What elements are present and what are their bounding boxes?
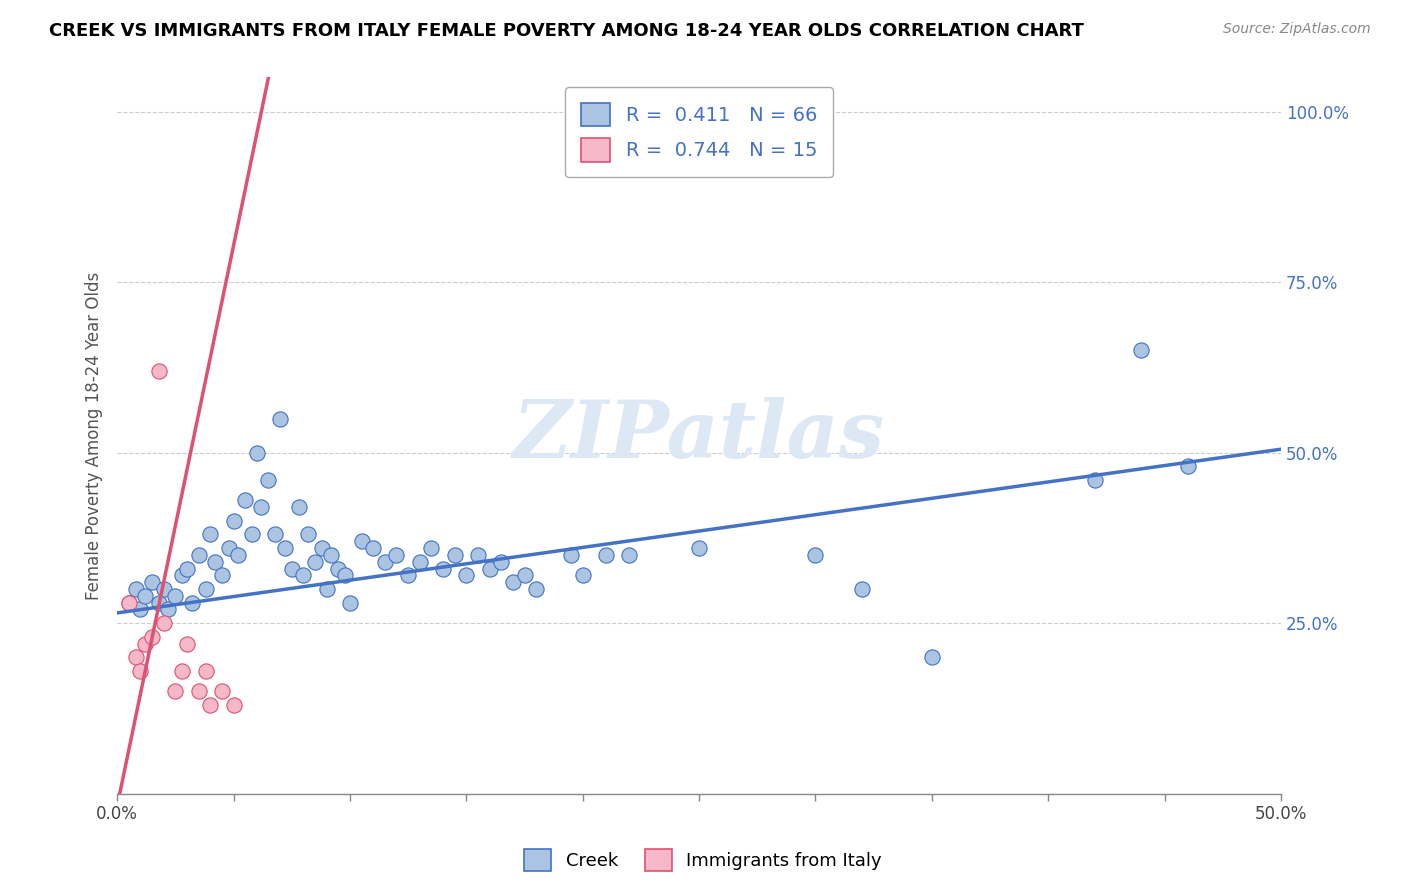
Point xyxy=(456,568,478,582)
Point xyxy=(269,411,291,425)
Point xyxy=(250,500,273,515)
Point xyxy=(350,534,373,549)
Point xyxy=(432,561,454,575)
Point xyxy=(311,541,333,555)
Point xyxy=(211,568,233,582)
Point xyxy=(172,664,194,678)
Point xyxy=(396,568,419,582)
Point xyxy=(502,575,524,590)
Point xyxy=(226,548,249,562)
Point xyxy=(281,561,304,575)
Point xyxy=(157,602,180,616)
Point xyxy=(287,500,309,515)
Text: ZIPatlas: ZIPatlas xyxy=(513,397,886,475)
Point xyxy=(176,561,198,575)
Point xyxy=(134,589,156,603)
Legend: Creek, Immigrants from Italy: Creek, Immigrants from Italy xyxy=(517,842,889,879)
Point xyxy=(165,589,187,603)
Point xyxy=(571,568,593,582)
Point xyxy=(478,561,501,575)
Point xyxy=(187,684,209,698)
Text: CREEK VS IMMIGRANTS FROM ITALY FEMALE POVERTY AMONG 18-24 YEAR OLDS CORRELATION : CREEK VS IMMIGRANTS FROM ITALY FEMALE PO… xyxy=(49,22,1084,40)
Point xyxy=(339,596,361,610)
Point xyxy=(804,548,827,562)
Point xyxy=(560,548,582,562)
Point xyxy=(134,637,156,651)
Point xyxy=(152,616,174,631)
Point xyxy=(385,548,408,562)
Point xyxy=(1084,473,1107,487)
Point xyxy=(165,684,187,698)
Point xyxy=(595,548,617,562)
Point xyxy=(292,568,315,582)
Point xyxy=(688,541,710,555)
Point xyxy=(218,541,240,555)
Point xyxy=(619,548,641,562)
Point xyxy=(180,596,202,610)
Point xyxy=(921,650,943,665)
Point xyxy=(194,664,217,678)
Y-axis label: Female Poverty Among 18-24 Year Olds: Female Poverty Among 18-24 Year Olds xyxy=(86,271,103,599)
Point xyxy=(274,541,297,555)
Point xyxy=(125,582,148,596)
Point xyxy=(152,582,174,596)
Point xyxy=(304,555,326,569)
Point xyxy=(297,527,319,541)
Point xyxy=(200,698,222,712)
Point xyxy=(246,445,269,459)
Point xyxy=(524,582,547,596)
Point xyxy=(118,596,141,610)
Point xyxy=(141,630,163,644)
Point xyxy=(315,582,337,596)
Point xyxy=(141,575,163,590)
Point xyxy=(489,555,512,569)
Point xyxy=(240,527,263,541)
Point xyxy=(257,473,280,487)
Point xyxy=(233,493,256,508)
Point xyxy=(328,561,350,575)
Point xyxy=(443,548,465,562)
Point xyxy=(129,602,152,616)
Point xyxy=(420,541,443,555)
Point xyxy=(1177,459,1199,474)
Point xyxy=(194,582,217,596)
Point xyxy=(851,582,873,596)
Point xyxy=(374,555,396,569)
Point xyxy=(187,548,209,562)
Point xyxy=(118,596,141,610)
Point xyxy=(148,596,170,610)
Point xyxy=(222,514,245,528)
Point xyxy=(200,527,222,541)
Text: Source: ZipAtlas.com: Source: ZipAtlas.com xyxy=(1223,22,1371,37)
Point xyxy=(321,548,343,562)
Point xyxy=(222,698,245,712)
Point xyxy=(409,555,432,569)
Point xyxy=(176,637,198,651)
Point xyxy=(361,541,384,555)
Point xyxy=(467,548,489,562)
Point xyxy=(125,650,148,665)
Legend: R =  0.411   N = 66, R =  0.744   N = 15: R = 0.411 N = 66, R = 0.744 N = 15 xyxy=(565,87,832,178)
Point xyxy=(264,527,287,541)
Point xyxy=(204,555,226,569)
Point xyxy=(172,568,194,582)
Point xyxy=(211,684,233,698)
Point xyxy=(335,568,357,582)
Point xyxy=(129,664,152,678)
Point xyxy=(148,364,170,378)
Point xyxy=(513,568,536,582)
Point xyxy=(1130,343,1153,358)
